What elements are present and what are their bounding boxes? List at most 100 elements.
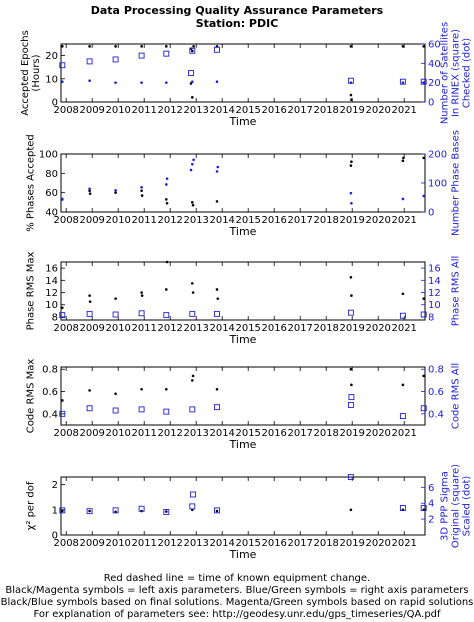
data-point-square xyxy=(420,505,427,511)
y-right-axis-label: Number Phase Bases xyxy=(451,130,462,236)
footer-line-3: Black/Blue symbols based on final soluti… xyxy=(0,597,474,608)
data-point-square xyxy=(188,70,194,76)
data-point-dot xyxy=(61,45,64,48)
y-left-tick-label: 0.8 xyxy=(42,365,58,376)
y-left-axis-label: Accepted Epochs(Hours) xyxy=(20,30,42,116)
data-point-dot xyxy=(189,168,193,172)
x-tick-label: 2016 xyxy=(261,538,286,549)
x-tick-label: 2010 xyxy=(105,105,130,116)
data-point-dot xyxy=(165,198,168,201)
data-point-dot xyxy=(191,49,194,53)
y-left-tick-label: 0 xyxy=(52,98,58,109)
data-point-square xyxy=(112,56,119,63)
data-point-dot xyxy=(191,282,194,285)
x-tick-label: 2015 xyxy=(235,538,260,549)
y-right-tick-label: 0 xyxy=(428,98,434,109)
x-tick-label: 2012 xyxy=(157,215,182,226)
y-right-tick-label: 4 xyxy=(428,499,434,510)
x-tick-label: 2011 xyxy=(131,215,156,226)
data-point-square xyxy=(112,507,119,514)
data-point-square xyxy=(163,50,170,57)
x-axis-label: Time xyxy=(229,225,257,238)
y-right-tick-label: 60 xyxy=(428,40,441,51)
y-left-tick-label: 0.4 xyxy=(42,409,58,420)
data-point-dot xyxy=(165,177,169,180)
data-point-square xyxy=(163,509,170,515)
data-point-dot xyxy=(165,81,168,84)
y-right-tick-label: 6 xyxy=(428,483,434,494)
x-tick-label: 2013 xyxy=(183,215,208,226)
data-point-square xyxy=(138,52,145,59)
data-point-dot xyxy=(191,96,194,99)
x-tick-label: 2009 xyxy=(79,538,104,549)
x-tick-label: 2011 xyxy=(131,105,156,116)
data-point-dot xyxy=(422,81,426,84)
y-right-axis-label: Phase RMS All xyxy=(451,256,462,327)
x-tick-label: 2017 xyxy=(287,538,312,549)
x-tick-label: 2014 xyxy=(209,215,234,226)
x-tick-label: 2016 xyxy=(261,105,286,116)
data-point-dot xyxy=(191,291,195,294)
data-point-dot xyxy=(216,297,220,300)
x-tick-label: 2018 xyxy=(313,105,338,116)
x-tick-label: 2011 xyxy=(131,428,156,439)
data-point-dot xyxy=(350,160,353,164)
y-left-tick-label: 40 xyxy=(45,208,58,219)
data-point-dot xyxy=(88,79,91,83)
chart-panel-5: 2008 2009 2010 2011 2012 2013 2014 2015 2016 2017… xyxy=(26,464,473,561)
y-right-tick-label: 100 xyxy=(428,179,447,190)
data-point-dot xyxy=(350,98,353,101)
data-point-square xyxy=(138,406,145,413)
data-point-square xyxy=(189,310,196,317)
x-tick-label: 2010 xyxy=(105,323,130,334)
data-point-dot xyxy=(401,292,405,296)
x-tick-label: 2009 xyxy=(79,428,104,439)
x-tick-label: 2008 xyxy=(53,215,78,226)
data-point-square xyxy=(59,312,66,319)
chart-panel-1: 2008 2009 2010 2011 2012 2013 2014 2015 2016 2017… xyxy=(20,22,473,128)
chart-subtitle: Station: PDIC xyxy=(195,17,279,30)
x-tick-label: 2020 xyxy=(365,215,390,226)
data-point-square xyxy=(86,310,93,317)
data-point-dot xyxy=(165,183,168,186)
data-point-dot xyxy=(349,45,353,48)
y-left-tick-label: 100 xyxy=(39,150,58,161)
data-point-dot xyxy=(401,159,405,163)
x-tick-label: 2008 xyxy=(53,323,78,334)
x-tick-label: 2009 xyxy=(79,323,104,334)
data-point-square xyxy=(138,310,145,317)
y-left-tick-label: 0.6 xyxy=(42,387,58,398)
data-point-dot xyxy=(114,392,117,396)
data-point-dot xyxy=(140,186,143,189)
x-tick-label: 2017 xyxy=(287,105,312,116)
data-point-square xyxy=(420,405,427,412)
data-point-dot xyxy=(114,81,117,84)
x-tick-label: 2021 xyxy=(391,105,416,116)
data-point-square xyxy=(190,491,197,498)
data-point-dot xyxy=(114,191,117,194)
y-left-tick-label: 2 xyxy=(52,480,58,491)
y-right-tick-label: 20 xyxy=(428,78,441,89)
data-point-square xyxy=(214,507,220,514)
y-left-tick-label: 20 xyxy=(45,51,58,62)
data-point-square xyxy=(86,508,93,515)
x-tick-label: 2016 xyxy=(261,323,286,334)
data-point-square xyxy=(59,62,66,69)
data-point-dot xyxy=(349,275,353,279)
data-point-dot xyxy=(61,80,64,83)
data-point-dot xyxy=(215,170,219,173)
data-point-dot xyxy=(165,45,168,48)
x-tick-label: 2021 xyxy=(391,323,416,334)
x-tick-label: 2008 xyxy=(53,428,78,439)
data-point-dot xyxy=(191,201,194,204)
data-point-dot xyxy=(422,194,426,198)
data-point-square xyxy=(347,474,354,480)
data-point-dot xyxy=(165,288,168,291)
x-tick-label: 2021 xyxy=(391,215,416,226)
x-tick-label: 2021 xyxy=(391,538,416,549)
data-point-dot xyxy=(140,291,143,294)
x-tick-label: 2010 xyxy=(105,428,130,439)
data-point-dot xyxy=(140,194,144,197)
data-point-dot xyxy=(401,81,405,84)
x-tick-label: 2014 xyxy=(209,323,234,334)
